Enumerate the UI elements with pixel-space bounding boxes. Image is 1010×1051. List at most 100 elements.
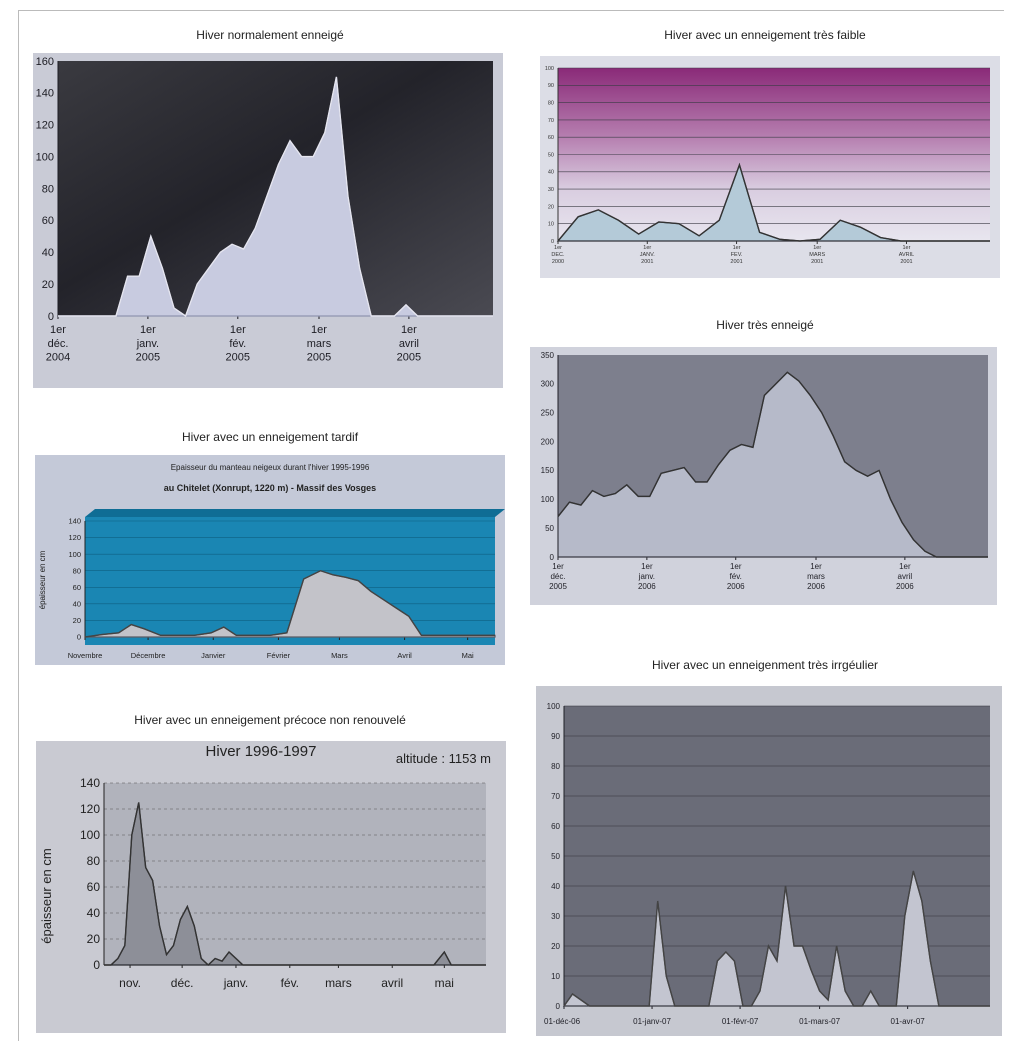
y-tick-label: 40 bbox=[551, 882, 560, 891]
x-tick-label: 1er fév. 2005 bbox=[226, 324, 250, 364]
y-tick-label: 80 bbox=[87, 854, 101, 868]
x-tick-label: Janvier bbox=[201, 651, 226, 660]
y-tick-label: 120 bbox=[36, 120, 54, 132]
x-tick-label: 1er JANV. 2001 bbox=[640, 245, 656, 265]
y-tick-label: 50 bbox=[551, 852, 560, 861]
y-tick-label: 140 bbox=[80, 776, 100, 790]
chart-subtitle: au Chitelet (Xonrupt, 1220 m) - Massif d… bbox=[164, 483, 376, 493]
y-tick-label: 140 bbox=[68, 517, 81, 526]
x-tick-label: 1er mars 2005 bbox=[307, 324, 332, 364]
y-tick-label: 150 bbox=[541, 466, 555, 475]
chart-p4: 0 50 100 150 200 250 300 350 1er déc. 2005 1er janv.… bbox=[530, 347, 997, 605]
y-tick-label: 0 bbox=[556, 1002, 561, 1011]
y-tick-label: 80 bbox=[73, 566, 81, 575]
y-tick-label: 60 bbox=[87, 880, 101, 894]
title-p5: Hiver avec un enneigement précoce non re… bbox=[134, 713, 406, 727]
y-tick-label: 60 bbox=[551, 822, 560, 831]
x-tick-label: nov. bbox=[119, 976, 141, 990]
y-tick-label: 40 bbox=[87, 906, 101, 920]
y-tick-label: 50 bbox=[548, 152, 554, 158]
x-tick-label: mars bbox=[325, 976, 352, 990]
y-tick-label: 350 bbox=[541, 351, 555, 360]
x-tick-label: 1er avril 2005 bbox=[397, 324, 421, 364]
series-line bbox=[58, 76, 493, 318]
x-tick-label: mai bbox=[435, 976, 454, 990]
y-tick-label: 160 bbox=[36, 56, 54, 68]
x-tick-label: 1er mars 2006 bbox=[807, 562, 825, 591]
x-tick-label: 1er avril 2006 bbox=[896, 562, 914, 591]
y-tick-label: 50 bbox=[545, 524, 554, 533]
y-tick-label: 10 bbox=[548, 222, 554, 228]
x-tick-label: Février bbox=[267, 651, 291, 660]
y-tick-label: 70 bbox=[551, 792, 560, 801]
y-tick-label: 140 bbox=[36, 88, 54, 100]
x-tick-label: 01-déc-06 bbox=[544, 1017, 581, 1026]
title-p1: Hiver normalement enneigé bbox=[196, 28, 344, 42]
x-tick-label: 01-mars-07 bbox=[799, 1017, 840, 1026]
y-tick-label: 60 bbox=[73, 583, 81, 592]
series-line bbox=[84, 569, 495, 638]
x-tick-label: 01-avr-07 bbox=[891, 1017, 926, 1026]
plot-top bbox=[85, 509, 505, 517]
y-tick-label: 120 bbox=[68, 533, 81, 542]
y-tick-label: 0 bbox=[550, 553, 555, 562]
y-tick-label: 10 bbox=[551, 972, 560, 981]
y-axis-label: épaisseur en cm bbox=[39, 848, 54, 943]
y-tick-label: 0 bbox=[48, 311, 54, 323]
x-tick-label: 1er déc. 2004 bbox=[46, 324, 70, 364]
y-tick-label: 100 bbox=[547, 702, 561, 711]
y-tick-label: 60 bbox=[42, 215, 54, 227]
y-tick-label: 300 bbox=[541, 380, 555, 389]
x-tick-label: avril bbox=[381, 976, 403, 990]
y-tick-label: 0 bbox=[93, 958, 100, 972]
x-tick-label: Mars bbox=[331, 651, 348, 660]
x-tick-label: 1er AVRIL 2001 bbox=[899, 245, 915, 265]
series-line bbox=[557, 162, 990, 242]
title-p4: Hiver très enneigé bbox=[716, 318, 814, 332]
y-tick-label: 250 bbox=[541, 409, 555, 418]
y-tick-label: 20 bbox=[73, 616, 81, 625]
y-tick-label: 30 bbox=[548, 187, 554, 193]
x-tick-label: 1er fév. 2006 bbox=[727, 562, 745, 591]
y-tick-label: 20 bbox=[548, 204, 554, 210]
x-tick-label: Décembre bbox=[131, 651, 166, 660]
y-tick-label: 20 bbox=[551, 942, 560, 951]
title-p6: Hiver avec un enneigenment très irrgéuli… bbox=[651, 658, 879, 672]
y-tick-label: 70 bbox=[548, 118, 554, 124]
series-line bbox=[563, 870, 990, 1007]
x-tick-label: 1er déc. 2005 bbox=[549, 562, 567, 591]
y-tick-label: 100 bbox=[36, 151, 54, 163]
x-tick-label: Novembre bbox=[68, 651, 103, 660]
y-tick-label: 20 bbox=[87, 932, 101, 946]
y-tick-label: 60 bbox=[548, 135, 554, 141]
chart-p3: Epaisseur du manteau neigeux durant l'hi… bbox=[35, 455, 505, 665]
x-tick-label: 1er FEV. 2001 bbox=[730, 245, 742, 265]
y-tick-label: 100 bbox=[545, 66, 554, 72]
series-line bbox=[557, 371, 988, 558]
y-tick-label: 90 bbox=[551, 732, 560, 741]
y-tick-label: 200 bbox=[541, 437, 555, 446]
y-tick-label: 40 bbox=[548, 170, 554, 176]
x-tick-label: 1er MARS 2001 bbox=[809, 245, 825, 265]
x-tick-label: fév. bbox=[281, 976, 299, 990]
y-axis-label: épaisseur en cm bbox=[38, 550, 47, 609]
x-tick-label: 1er janv. 2005 bbox=[136, 324, 160, 364]
y-tick-label: 120 bbox=[80, 802, 100, 816]
chart-p2: 0 10 20 30 40 50 60 70 80 90 100 1er DEC. 2000 1er JANV… bbox=[540, 56, 1000, 278]
x-tick-label: déc. bbox=[171, 976, 194, 990]
y-tick-label: 0 bbox=[77, 633, 81, 642]
y-tick-label: 0 bbox=[551, 239, 554, 245]
y-tick-label: 80 bbox=[551, 762, 560, 771]
chart-title: Hiver 1996-1997 bbox=[206, 743, 317, 760]
chart-title: Epaisseur du manteau neigeux durant l'hi… bbox=[171, 463, 370, 472]
y-tick-label: 40 bbox=[42, 247, 54, 259]
chart-p5: Hiver 1996-1997 altitude : 1153 m épaiss… bbox=[36, 741, 506, 1033]
y-tick-label: 30 bbox=[551, 912, 560, 921]
x-tick-label: 01-févr-07 bbox=[722, 1017, 759, 1026]
y-tick-label: 100 bbox=[68, 550, 81, 559]
chart-annotation: altitude : 1153 m bbox=[396, 751, 491, 766]
y-tick-label: 100 bbox=[80, 828, 100, 842]
x-tick-label: Avril bbox=[397, 651, 412, 660]
chart-p6: 0 10 20 30 40 50 60 70 80 90 100 01-déc-06 01-janv-0… bbox=[536, 686, 1002, 1036]
title-p3: Hiver avec un enneigement tardif bbox=[181, 430, 359, 444]
